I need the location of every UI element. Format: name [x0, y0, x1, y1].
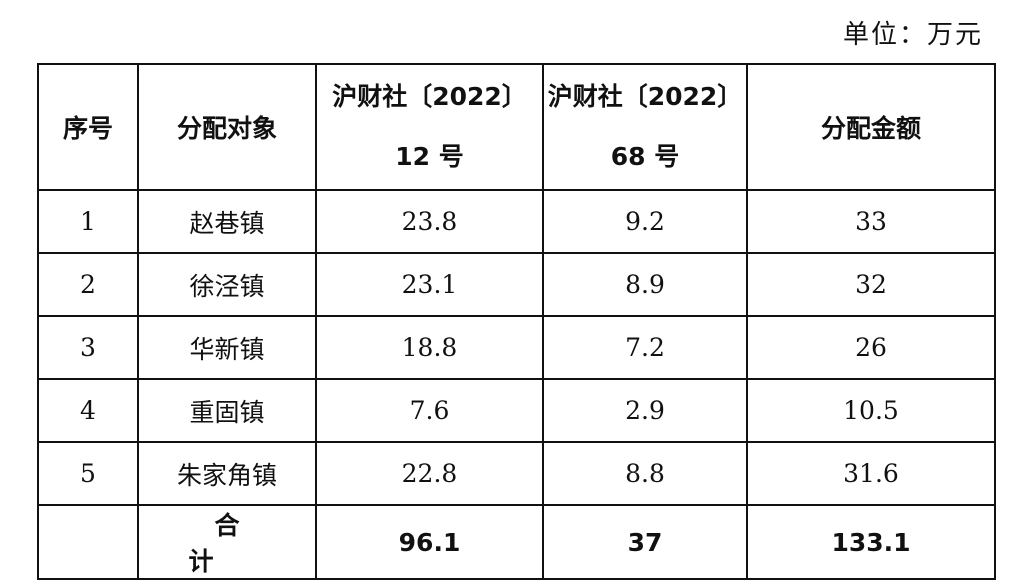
cell-col68: 8.9 [542, 252, 748, 317]
cell-index: 4 [37, 378, 139, 443]
cell-amount: 26 [746, 315, 996, 380]
table-row: 5 朱家角镇 22.8 8.8 31.6 [37, 441, 996, 506]
cell-amount: 33 [746, 189, 996, 254]
unit-label: 单位：万元 [842, 20, 983, 50]
cell-total-amount: 133.1 [746, 504, 996, 580]
cell-col68: 2.9 [542, 378, 748, 443]
cell-index: 1 [37, 189, 139, 254]
table-header-row: 序号 分配对象 沪财社〔2022〕 12 号 沪财社〔2022〕 68 号 分配… [37, 63, 996, 191]
cell-index: 5 [37, 441, 139, 506]
cell-target: 重固镇 [137, 378, 317, 443]
cell-target: 赵巷镇 [137, 189, 317, 254]
cell-col68: 7.2 [542, 315, 748, 380]
header-col68-line2: 68 号 [610, 142, 680, 171]
cell-col68: 9.2 [542, 189, 748, 254]
header-col12-line1: 沪财社〔2022〕 [332, 82, 527, 111]
cell-index: 2 [37, 252, 139, 317]
cell-amount: 32 [746, 252, 996, 317]
total-label: 合计 [188, 511, 292, 576]
cell-col12: 7.6 [315, 378, 544, 443]
table-row: 4 重固镇 7.6 2.9 10.5 [37, 378, 996, 443]
header-index: 序号 [37, 63, 139, 191]
header-col12: 沪财社〔2022〕 12 号 [315, 63, 544, 191]
allocation-table: 序号 分配对象 沪财社〔2022〕 12 号 沪财社〔2022〕 68 号 分配… [37, 63, 996, 580]
header-target: 分配对象 [137, 63, 317, 191]
cell-total-col68: 37 [542, 504, 748, 580]
cell-target: 徐泾镇 [137, 252, 317, 317]
header-col68-line1: 沪财社〔2022〕 [547, 82, 743, 111]
table-row: 2 徐泾镇 23.1 8.9 32 [37, 252, 996, 317]
cell-total-label: 合计 [137, 504, 317, 580]
cell-col68: 8.8 [542, 441, 748, 506]
cell-target: 华新镇 [137, 315, 317, 380]
cell-col12: 22.8 [315, 441, 544, 506]
header-col12-line2: 12 号 [395, 142, 464, 171]
cell-col12: 23.1 [315, 252, 544, 317]
table-row: 3 华新镇 18.8 7.2 26 [37, 315, 996, 380]
table-row: 1 赵巷镇 23.8 9.2 33 [37, 189, 996, 254]
cell-index: 3 [37, 315, 139, 380]
cell-col12: 23.8 [315, 189, 544, 254]
cell-amount: 31.6 [746, 441, 996, 506]
header-amount: 分配金额 [746, 63, 996, 191]
total-row: 合计 96.1 37 133.1 [37, 504, 996, 580]
cell-total-col12: 96.1 [315, 504, 544, 580]
cell-target: 朱家角镇 [137, 441, 317, 506]
cell-total-index [37, 504, 139, 580]
cell-col12: 18.8 [315, 315, 544, 380]
header-col68: 沪财社〔2022〕 68 号 [542, 63, 748, 191]
cell-amount: 10.5 [746, 378, 996, 443]
